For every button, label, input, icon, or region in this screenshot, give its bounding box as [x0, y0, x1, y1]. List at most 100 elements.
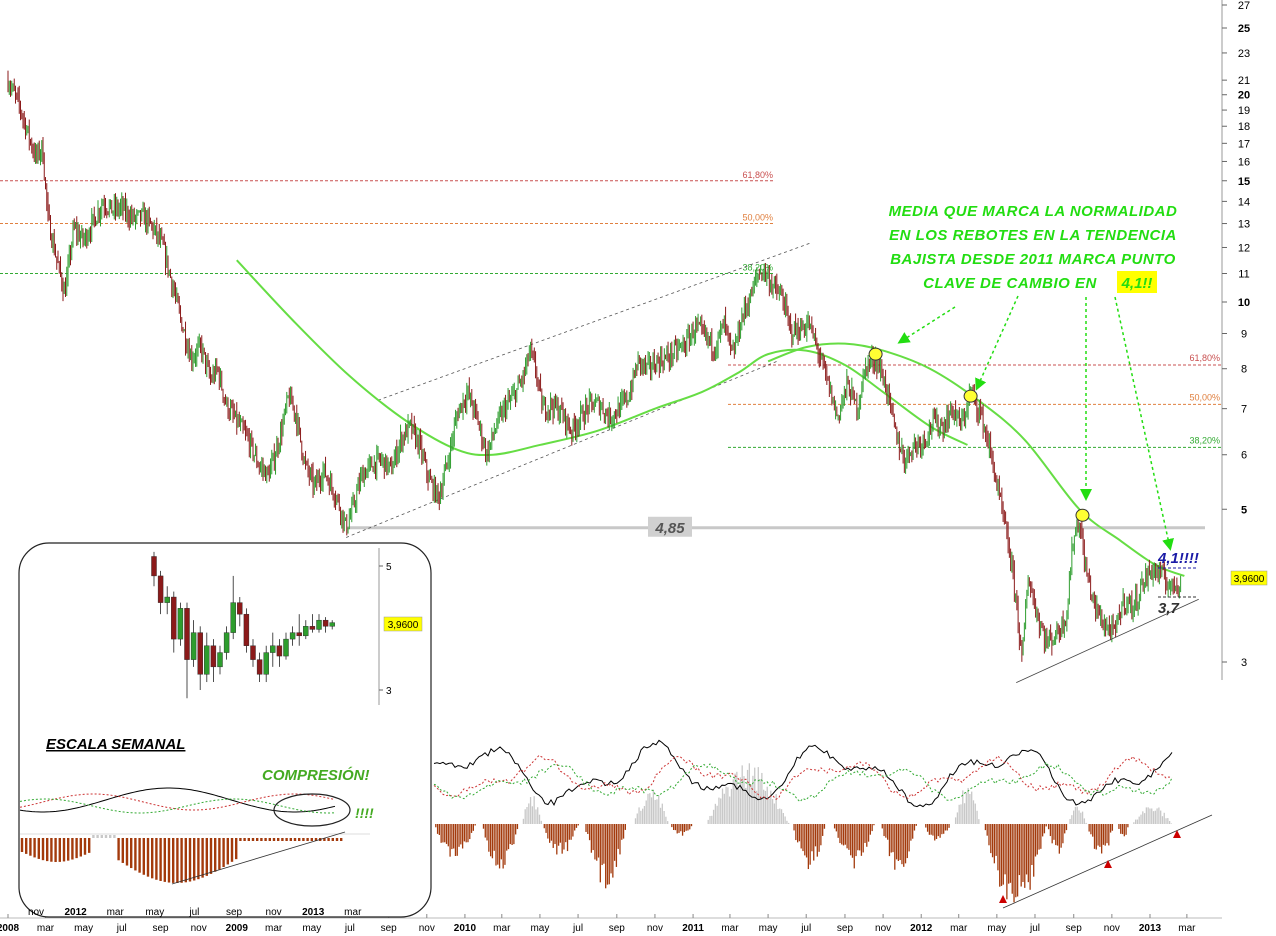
annotation-highlight-box: [1117, 271, 1157, 293]
last-price-badge-bg: [1230, 570, 1268, 586]
y-tick-label: 17: [1238, 138, 1250, 150]
x-tick-label: mar: [721, 923, 739, 934]
inset-candle-body: [210, 645, 217, 668]
inset-candle-body: [276, 645, 283, 657]
last-price-badge: 3,9600: [1230, 570, 1268, 586]
x-tick-label: jul: [1029, 923, 1040, 934]
exclaim-label: !!!!: [355, 805, 374, 821]
annotation-line-2: EN LOS REBOTES EN LA TENDENCIA: [889, 227, 1177, 244]
x-tick-label: may: [759, 923, 778, 934]
x-tick-label: jul: [116, 923, 127, 934]
fib-lower-label: 61,80%: [1189, 353, 1220, 363]
support-label: 4,85: [654, 520, 685, 537]
inset-candle-body: [230, 602, 236, 633]
inset-candle-body: [177, 608, 184, 640]
inset-candle-body: [243, 613, 250, 646]
annotation-arrow: [897, 306, 956, 344]
x-tick-label: sep: [1066, 923, 1083, 934]
inset-candle-body: [190, 632, 197, 660]
last-price-text: 3,9600: [1234, 574, 1265, 585]
annotation-line-1: MEDIA QUE MARCA LA NORMALIDAD: [889, 203, 1178, 220]
y-tick-label: 12: [1238, 242, 1250, 254]
inset-candle-body: [329, 622, 335, 627]
inset-y-axis: 53: [379, 562, 392, 697]
trend-channel: [346, 242, 812, 538]
y-tick-label: 11: [1238, 268, 1249, 280]
weekly-inset: 53 3,9600 ESCALA SEMANAL COMPRESIÓN! !!!…: [18, 542, 432, 918]
oscillator-line: [433, 754, 1173, 800]
x-tick-label: nov: [1104, 923, 1120, 934]
marked-point: [868, 347, 883, 361]
inset-candle-body: [171, 596, 177, 640]
x-tick-label: 2010: [454, 923, 477, 934]
x-tick-label: nov: [647, 923, 663, 934]
inset-last-price-badge: 3,9600: [383, 616, 423, 632]
y-tick-label: 5: [1241, 504, 1247, 516]
main-x-axis: 2008 mar may jul sep nov 2009 mar may jul sep nov 20…: [0, 914, 1222, 934]
inset-oscillator-line: [19, 798, 336, 814]
annotation-line-4: CLAVE DE CAMBIO EN: [923, 275, 1097, 292]
support-level-485: 4,85: [347, 516, 1205, 537]
support-label-bg: [648, 516, 692, 537]
oscillator-line: [433, 739, 1173, 808]
inset-x-label: sep: [226, 907, 243, 918]
inset-candle-body: [151, 556, 157, 577]
annotation-arrows: [897, 295, 1174, 551]
y-tick-label: 6: [1241, 450, 1247, 462]
moving-averages: [236, 259, 1185, 577]
x-tick-label: 2008: [0, 923, 20, 934]
y-tick-label: 25: [1238, 23, 1250, 35]
support-trendline: [1016, 598, 1199, 683]
y-tick-label: 7: [1241, 404, 1247, 416]
x-tick-label: nov: [191, 923, 207, 934]
inset-trendline: [171, 831, 346, 885]
x-tick-label: mar: [1178, 923, 1196, 934]
inset-candle-body: [263, 652, 269, 675]
inset-y-label: 3: [386, 686, 392, 697]
x-tick-label: jul: [344, 923, 355, 934]
x-tick-label: mar: [493, 923, 511, 934]
x-tick-label: sep: [609, 923, 626, 934]
inset-candle-body: [322, 619, 329, 627]
inset-candle-body: [164, 596, 170, 603]
y-tick-label: 13: [1238, 219, 1250, 231]
y-tick-label: 8: [1241, 364, 1247, 376]
oscillator-panel: [433, 739, 1213, 909]
marked-points: [868, 347, 1090, 522]
inset-candle-body: [256, 659, 263, 675]
channel-line: [377, 242, 812, 401]
x-tick-label: 2011: [682, 923, 704, 934]
y-tick-label: 21: [1238, 75, 1250, 87]
main-y-axis: 27 25 23 21 20 19 18 17 16 15 14 13 12 11 10 9 8 7 6 5 3: [1222, 0, 1250, 669]
y-tick-label: 18: [1238, 121, 1250, 133]
y-tick-label: 9: [1241, 329, 1247, 341]
y-tick-label: 14: [1238, 196, 1250, 208]
ma-long-line: [236, 259, 968, 457]
x-tick-label: may: [74, 923, 93, 934]
inset-candle-body: [283, 638, 289, 657]
x-tick-label: 2009: [226, 923, 249, 934]
inset-y-label: 5: [386, 562, 392, 573]
inset-candle-body: [250, 645, 256, 660]
inset-candle-body: [296, 632, 302, 637]
fib-upper-label: 50,00%: [742, 213, 773, 223]
compression-ellipse: [273, 793, 351, 827]
inset-candle-body: [237, 602, 243, 615]
y-tick-label: 23: [1238, 48, 1250, 60]
inset-candle-body: [289, 632, 296, 640]
inset-x-label: mar: [344, 907, 362, 918]
inset-x-label: mar: [107, 907, 125, 918]
annotation-arrow: [1114, 296, 1174, 551]
fibonacci-levels: 61,80% 50,00% 38,20% 61,80% 50,00% 38,20%: [0, 170, 1222, 448]
main-annotation: MEDIA QUE MARCA LA NORMALIDAD EN LOS REB…: [889, 203, 1178, 292]
x-tick-label: may: [302, 923, 321, 934]
inset-candle-body: [204, 645, 210, 675]
inset-candle-body: [223, 632, 230, 653]
x-tick-label: jul: [572, 923, 583, 934]
inset-oscillator: [19, 787, 370, 885]
fib-lower-label: 38,20%: [1189, 435, 1220, 445]
x-tick-label: 2012: [910, 923, 933, 934]
inset-oscillator-line: [19, 787, 336, 813]
low-mark-arrow: [999, 895, 1007, 903]
inset-last-price-badge-bg: [383, 616, 423, 632]
